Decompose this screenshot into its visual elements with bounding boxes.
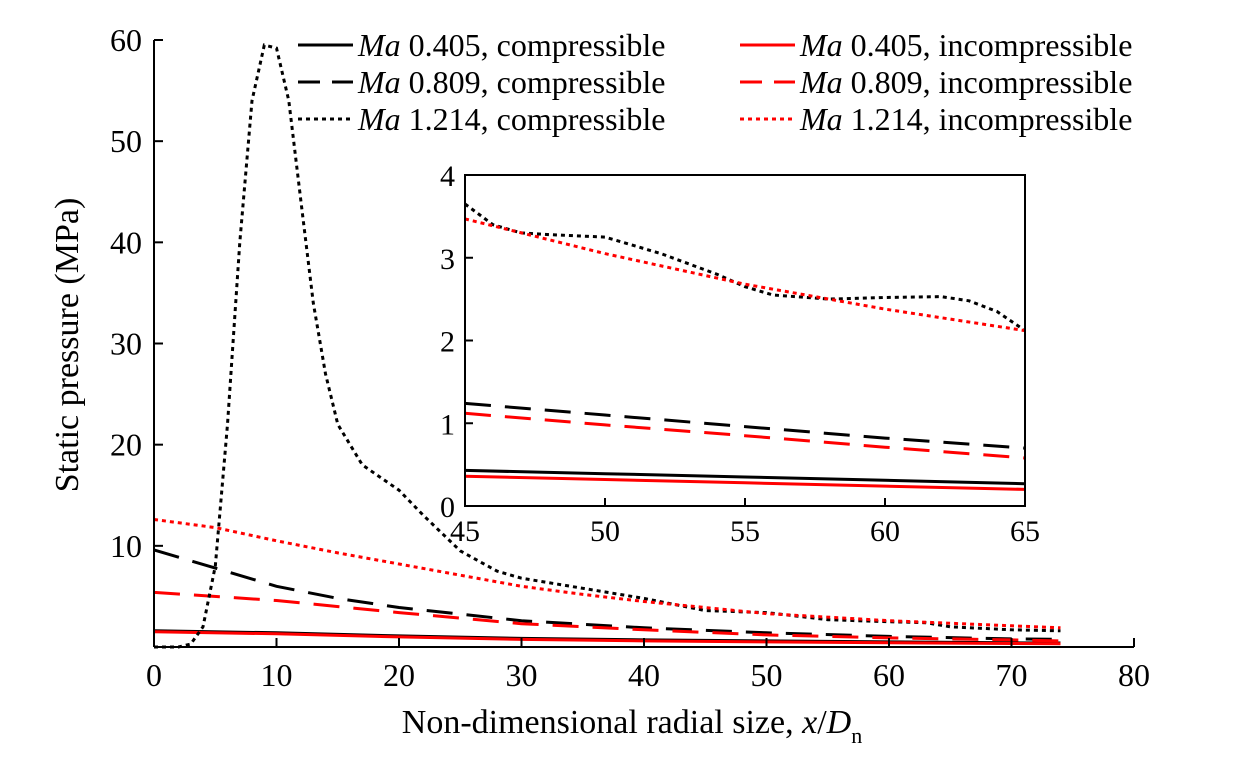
series-line-ma-0-809-incompressible [153, 590, 1061, 643]
inset-series-line-ma-0-809-compressible [464, 401, 1026, 450]
inset-tick-group: 45 50 55 60 65 0 1 2 3 4 [440, 160, 1040, 548]
x-tick-label: 40 [628, 657, 660, 693]
inset-series-group [464, 202, 1026, 491]
y-tick-label: 50 [110, 123, 142, 159]
inset-series-line-ma-0-405-compressible [464, 468, 1026, 486]
inset-series-line-ma-0-809-incompressible [464, 411, 1026, 460]
x-tick-label: 50 [751, 657, 783, 693]
y-axis-label: Static pressure (MPa) [49, 198, 86, 493]
chart-legend: Ma 0.405, compressible Ma 0.405, incompre… [298, 27, 1132, 137]
x-tick-label: 60 [873, 657, 905, 693]
y-tick-label: 10 [110, 528, 142, 564]
legend-label-ma-0-809-compressible: Ma 0.809, compressible [357, 64, 666, 100]
inset-y-tick-label: 0 [440, 491, 455, 524]
x-tick-label: 80 [1118, 657, 1150, 693]
inset-x-tick-label: 60 [870, 515, 900, 548]
inset-y-tick-label: 4 [440, 160, 455, 193]
x-tick-label: 20 [383, 657, 415, 693]
inset-y-tick-label: 3 [440, 243, 455, 276]
legend-label-ma-1-214-compressible: Ma 1.214, compressible [357, 101, 666, 137]
y-tick-label: 20 [110, 427, 142, 463]
inset-x-tick-label: 45 [450, 515, 480, 548]
legend-label-ma-1-214-incompressible: Ma 1.214, incompressible [799, 101, 1132, 137]
x-tick-label: 0 [146, 657, 162, 693]
legend-label-ma-0-405-compressible: Ma 0.405, compressible [357, 27, 666, 63]
inset-background [465, 175, 1025, 506]
inset-plot-area: 45 50 55 60 65 0 1 2 3 4 [440, 160, 1040, 548]
inset-y-tick-label: 2 [440, 326, 455, 359]
inset-x-tick-label: 50 [590, 515, 620, 548]
legend-label-ma-0-809-incompressible: Ma 0.809, incompressible [799, 64, 1132, 100]
y-tick-label: 60 [110, 22, 142, 58]
x-tick-label: 10 [261, 657, 293, 693]
y-tick-label: 30 [110, 326, 142, 362]
series-line-ma-0-809-compressible [153, 548, 1061, 641]
y-tick-label: 40 [110, 224, 142, 260]
legend-label-ma-0-405-incompressible: Ma 0.405, incompressible [799, 27, 1132, 63]
inset-series-line-ma-1-214-compressible [464, 202, 1026, 332]
inset-series-line-ma-0-405-incompressible [464, 474, 1026, 491]
series-line-ma-1-214-compressible [154, 43, 1061, 649]
inset-x-tick-label: 55 [730, 515, 760, 548]
x-tick-label: 30 [506, 657, 538, 693]
x-axis-label: Non-dimensional radial size, x/Dn [402, 704, 862, 748]
inset-y-tick-label: 1 [440, 408, 455, 441]
inset-series-line-ma-1-214-incompressible [464, 217, 1026, 333]
inset-x-tick-label: 65 [1010, 515, 1040, 548]
x-tick-label: 70 [996, 657, 1028, 693]
